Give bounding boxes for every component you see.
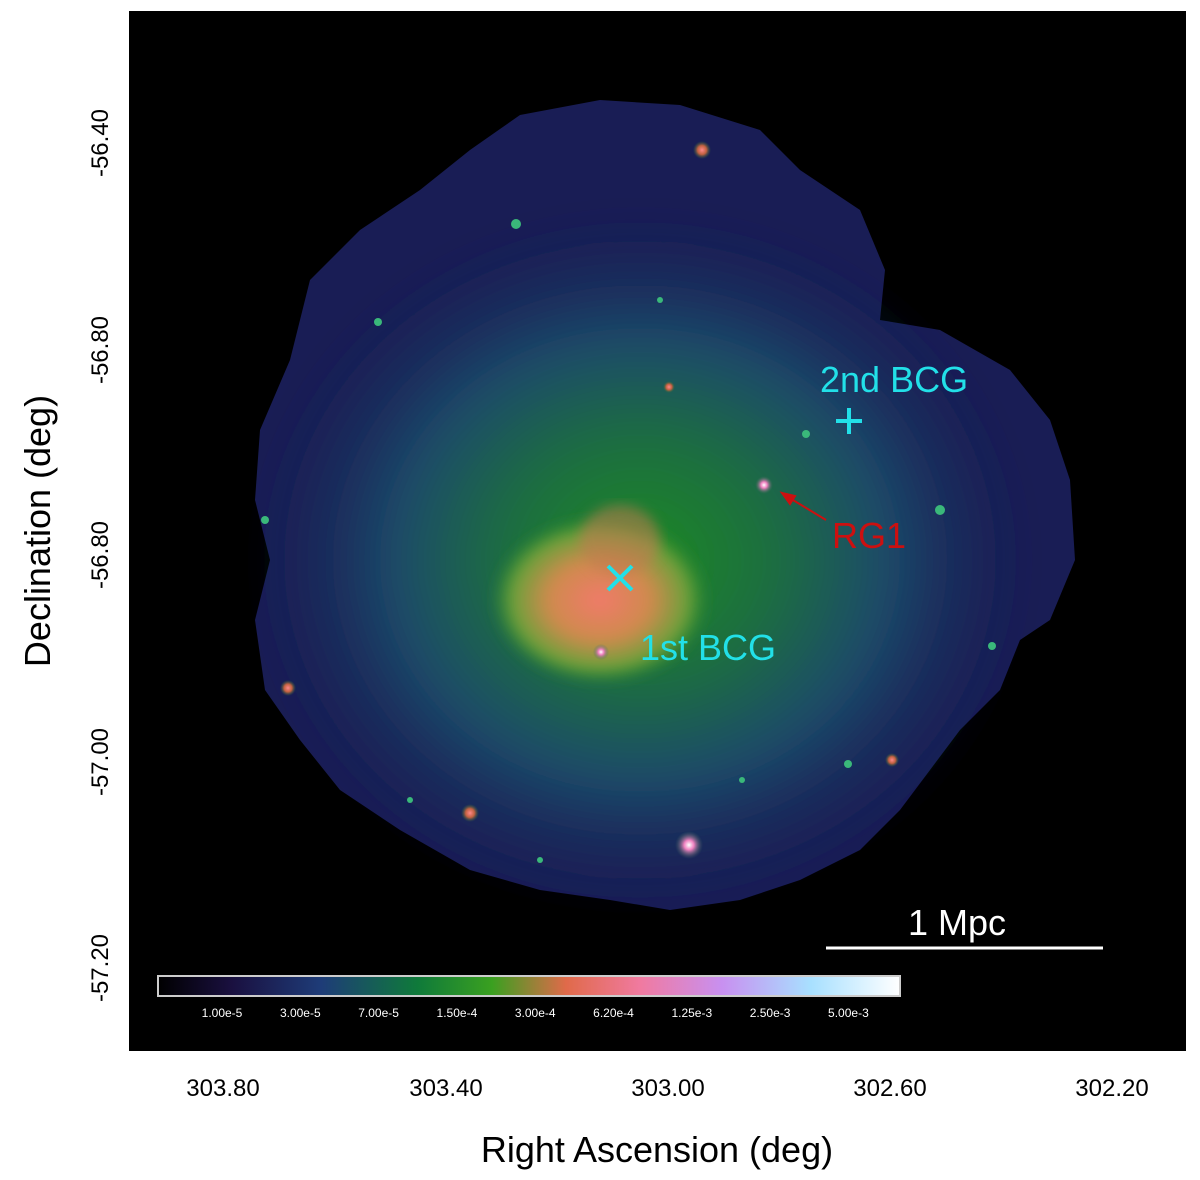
rg1-label: RG1 — [832, 515, 906, 556]
point-sources — [261, 141, 996, 863]
x-tick-label: 302.60 — [853, 1075, 926, 1102]
colorbar-tick-label: 1.25e-3 — [671, 1006, 712, 1020]
colorbar-labels: 1.00e-5 3.00e-5 7.00e-5 1.50e-4 3.00e-4 6.20e… — [202, 1006, 869, 1020]
y-tick-label: -56.80 — [87, 521, 114, 589]
colorbar-tick-label: 7.00e-5 — [358, 1006, 399, 1020]
first-bcg-label: 1st BCG — [640, 627, 776, 668]
colorbar-tick-label: 2.50e-3 — [750, 1006, 791, 1020]
cluster-core — [490, 515, 710, 685]
colorbar-tick-label: 5.00e-3 — [828, 1006, 869, 1020]
core-extension — [580, 505, 660, 575]
x-tick-label: 303.00 — [631, 1075, 704, 1102]
second-bcg-marker — [836, 408, 862, 434]
first-bcg-marker — [606, 564, 634, 592]
x-tick-label: 303.80 — [186, 1075, 259, 1102]
second-bcg-label: 2nd BCG — [820, 359, 968, 400]
x-tick-labels: 303.80 303.40 303.00 302.60 302.20 — [186, 1075, 1148, 1102]
colorbar-tick-label: 1.00e-5 — [202, 1006, 243, 1020]
y-tick-labels: -56.40 -56.80 -56.80 -57.00 -57.20 — [87, 109, 114, 1002]
rg1-arrow — [779, 491, 827, 521]
colorbar — [157, 975, 901, 997]
axes-frame — [129, 11, 1186, 1051]
y-tick-label: -56.40 — [87, 109, 114, 177]
colorbar-tick-label: 3.00e-5 — [280, 1006, 321, 1020]
scale-bar-label: 1 Mpc — [908, 902, 1006, 943]
colorbar-tick-label: 6.20e-4 — [593, 1006, 634, 1020]
y-tick-label: -57.20 — [87, 934, 114, 1002]
x-axis-label: Right Ascension (deg) — [481, 1129, 833, 1170]
tick-marks — [130, 12, 1185, 1050]
y-axis-label: Declination (deg) — [17, 395, 58, 667]
y-tick-label: -57.00 — [87, 728, 114, 796]
x-tick-label: 303.40 — [409, 1075, 482, 1102]
colorbar-tick-label: 1.50e-4 — [437, 1006, 478, 1020]
x-tick-label: 302.20 — [1075, 1075, 1148, 1102]
y-tick-label: -56.80 — [87, 316, 114, 384]
colorbar-tick-label: 3.00e-4 — [515, 1006, 556, 1020]
